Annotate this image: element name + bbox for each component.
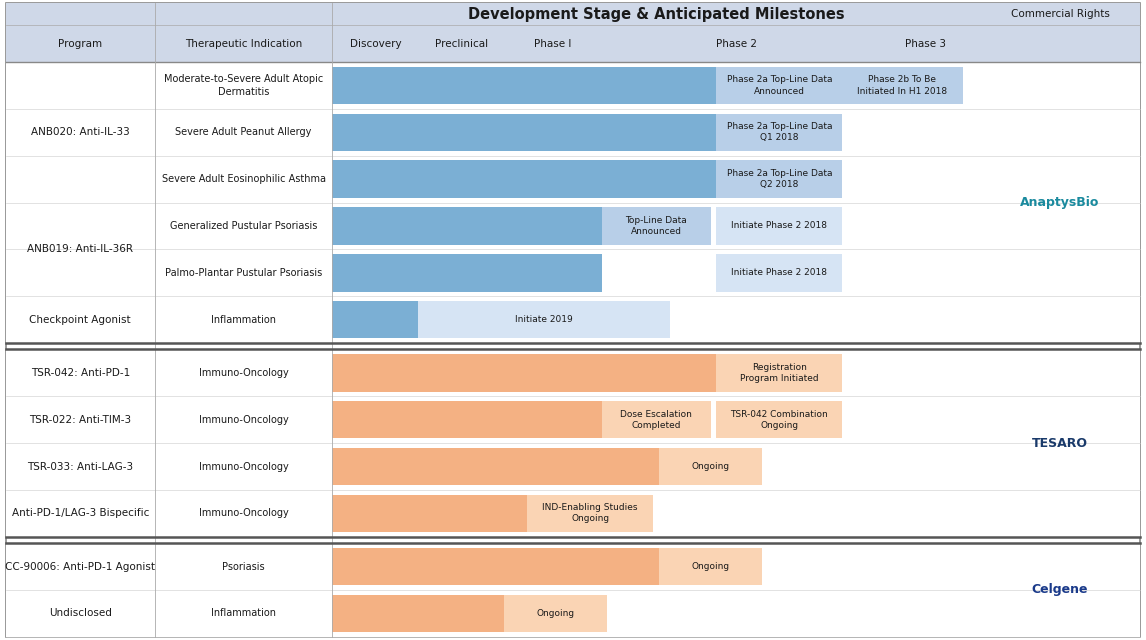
Text: Phase 3: Phase 3 — [905, 38, 945, 49]
Text: IND-Enabling Studies
Ongoing: IND-Enabling Studies Ongoing — [542, 503, 638, 524]
Text: Generalized Pustular Psoriasis: Generalized Pustular Psoriasis — [170, 221, 317, 231]
Bar — [332, 161, 716, 198]
Text: Undisclosed: Undisclosed — [49, 609, 111, 618]
Text: TESARO: TESARO — [1033, 436, 1088, 449]
Text: ANB019: Anti-IL-36R: ANB019: Anti-IL-36R — [28, 244, 133, 254]
Bar — [6, 490, 1140, 537]
Bar — [332, 354, 716, 392]
Bar — [332, 595, 504, 632]
Text: Initiate Phase 2 2018: Initiate Phase 2 2018 — [731, 221, 827, 230]
Bar — [716, 67, 842, 104]
Bar — [332, 548, 659, 586]
Text: Ongoing: Ongoing — [536, 609, 575, 618]
Text: AnaptysBio: AnaptysBio — [1020, 196, 1100, 209]
Text: Phase 2a Top-Line Data
Announced: Phase 2a Top-Line Data Announced — [727, 76, 832, 95]
Text: Top-Line Data
Announced: Top-Line Data Announced — [626, 216, 686, 236]
Bar — [6, 590, 1140, 637]
Bar — [6, 62, 1140, 109]
Text: Registration
Program Initiated: Registration Program Initiated — [740, 363, 818, 383]
Bar — [332, 113, 716, 151]
Bar — [332, 67, 716, 104]
Text: TSR-042 Combination
Ongoing: TSR-042 Combination Ongoing — [730, 410, 829, 429]
Bar — [716, 113, 842, 151]
Bar — [332, 401, 602, 438]
Bar — [659, 548, 762, 586]
Text: Initiate 2019: Initiate 2019 — [516, 315, 573, 324]
Bar — [6, 396, 1140, 443]
Text: Immuno-Oncology: Immuno-Oncology — [198, 508, 289, 518]
Bar — [602, 401, 711, 438]
Bar — [6, 349, 1140, 396]
Text: Phase 2b To Be
Initiated In H1 2018: Phase 2b To Be Initiated In H1 2018 — [857, 76, 948, 95]
Bar — [332, 301, 418, 339]
Text: Discovery: Discovery — [350, 38, 401, 49]
Bar — [332, 207, 602, 244]
Text: Immuno-Oncology: Immuno-Oncology — [198, 461, 289, 472]
Bar — [6, 296, 1140, 343]
Text: Severe Adult Peanut Allergy: Severe Adult Peanut Allergy — [175, 127, 312, 138]
Bar — [418, 301, 670, 339]
Bar — [6, 202, 1140, 250]
Text: Phase 2a Top-Line Data
Q2 2018: Phase 2a Top-Line Data Q2 2018 — [727, 169, 832, 189]
Bar — [6, 109, 1140, 156]
Text: Ongoing: Ongoing — [691, 562, 730, 571]
Bar — [6, 443, 1140, 490]
Text: Checkpoint Agonist: Checkpoint Agonist — [30, 315, 131, 324]
Text: Program: Program — [58, 38, 102, 49]
Bar — [716, 401, 842, 438]
Bar — [6, 250, 1140, 296]
Bar — [659, 448, 762, 485]
Bar — [716, 161, 842, 198]
Text: Phase 2: Phase 2 — [716, 38, 756, 49]
Bar — [716, 207, 842, 244]
Text: Inflammation: Inflammation — [211, 609, 276, 618]
Bar — [332, 495, 527, 532]
Bar — [602, 207, 711, 244]
Text: Phase 2a Top-Line Data
Q1 2018: Phase 2a Top-Line Data Q1 2018 — [727, 122, 832, 142]
Text: Anti-PD-1/LAG-3 Bispecific: Anti-PD-1/LAG-3 Bispecific — [11, 508, 149, 518]
Bar — [6, 156, 1140, 202]
Bar — [6, 543, 1140, 590]
Bar — [716, 254, 842, 292]
Text: Phase I: Phase I — [534, 38, 572, 49]
Text: TSR-022: Anti-TIM-3: TSR-022: Anti-TIM-3 — [29, 415, 132, 425]
Text: Ongoing: Ongoing — [691, 462, 730, 471]
Bar — [527, 495, 653, 532]
Text: Initiate Phase 2 2018: Initiate Phase 2 2018 — [731, 268, 827, 277]
Text: TSR-042: Anti-PD-1: TSR-042: Anti-PD-1 — [31, 368, 129, 378]
Bar — [504, 595, 607, 632]
Text: CC-90006: Anti-PD-1 Agonist: CC-90006: Anti-PD-1 Agonist — [6, 561, 155, 572]
Bar — [332, 254, 602, 292]
Text: Moderate-to-Severe Adult Atopic
Dermatitis: Moderate-to-Severe Adult Atopic Dermatit… — [164, 74, 323, 97]
Bar — [332, 448, 659, 485]
Text: Palmo-Plantar Pustular Psoriasis: Palmo-Plantar Pustular Psoriasis — [165, 268, 322, 278]
Text: Immuno-Oncology: Immuno-Oncology — [198, 368, 289, 378]
Text: ANB020: Anti-IL-33: ANB020: Anti-IL-33 — [31, 127, 129, 138]
Text: Dose Escalation
Completed: Dose Escalation Completed — [620, 410, 692, 429]
Bar — [6, 3, 1140, 62]
Text: Preclinical: Preclinical — [434, 38, 488, 49]
Text: TSR-033: Anti-LAG-3: TSR-033: Anti-LAG-3 — [28, 461, 133, 472]
Bar — [842, 67, 963, 104]
Text: Commercial Rights: Commercial Rights — [1011, 9, 1109, 19]
Text: Inflammation: Inflammation — [211, 315, 276, 324]
Text: Immuno-Oncology: Immuno-Oncology — [198, 415, 289, 425]
Bar — [716, 354, 842, 392]
Text: Celgene: Celgene — [1031, 584, 1089, 596]
Text: Therapeutic Indication: Therapeutic Indication — [185, 38, 303, 49]
Text: Severe Adult Eosinophilic Asthma: Severe Adult Eosinophilic Asthma — [162, 174, 325, 184]
Text: Psoriasis: Psoriasis — [222, 561, 265, 572]
Text: Development Stage & Anticipated Milestones: Development Stage & Anticipated Mileston… — [468, 6, 845, 22]
